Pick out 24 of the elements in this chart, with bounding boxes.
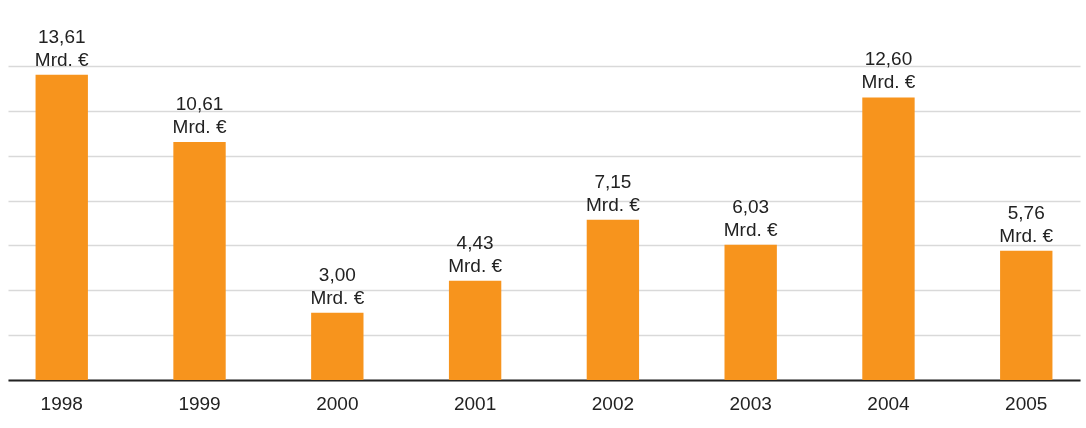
bar [173,142,226,380]
x-tick-label: 2000 [316,392,359,414]
bar [448,280,502,380]
x-tick-label: 2002 [591,392,635,414]
bar [1000,250,1053,380]
data-label: 4,43 Mrd. € [448,231,503,276]
bar [311,312,364,380]
bar [862,97,915,380]
data-label: 3,00 Mrd. € [310,263,365,308]
data-label: 5,76 Mrd. € [999,201,1054,246]
x-tick-label: 2001 [453,392,497,414]
data-label: 12,60 Mrd. € [861,48,916,93]
x-tick-label: 2003 [729,392,772,414]
bar [35,74,88,380]
data-label: 10,61 Mrd. € [172,93,227,138]
data-label: 13,61 Mrd. € [34,25,90,70]
x-tick-label: 2004 [867,392,911,414]
data-label: 7,15 Mrd. € [585,170,641,215]
data-label: 6,03 Mrd. € [723,195,779,240]
bar [586,219,640,380]
x-tick-label: 1999 [178,392,221,414]
x-tick-label: 1998 [40,392,83,414]
x-tick-label: 2005 [1005,392,1048,414]
bar [724,244,777,380]
